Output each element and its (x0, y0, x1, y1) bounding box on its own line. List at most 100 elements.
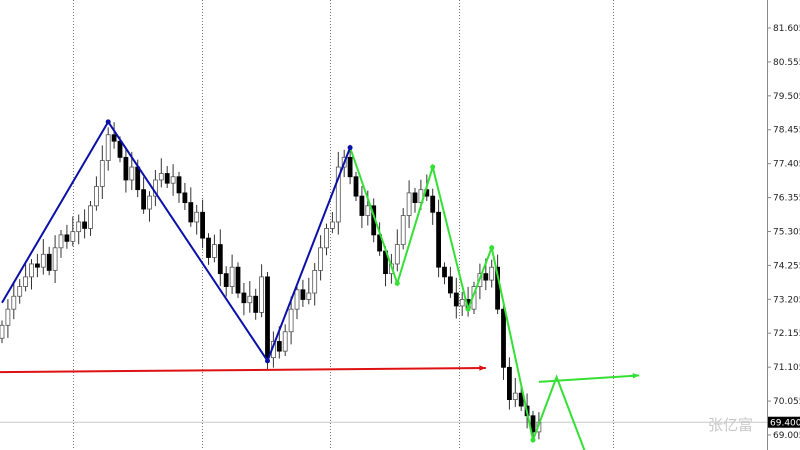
candle (512, 377, 518, 408)
candle (88, 200, 93, 236)
candle (70, 216, 76, 247)
candle (141, 177, 147, 214)
candle (223, 266, 229, 297)
candle (206, 233, 211, 265)
candle (194, 204, 200, 235)
tick-label: 77.405 (773, 160, 800, 170)
candle (312, 262, 318, 306)
tick-label: 74.255 (773, 261, 800, 271)
candle (76, 214, 82, 245)
tick-label: 72.155 (773, 329, 800, 339)
candle (46, 246, 52, 276)
red-arrow-line-arrowhead (479, 365, 486, 371)
zigzag-vertex (265, 358, 270, 364)
candles (0, 122, 542, 442)
candle (412, 188, 418, 213)
candle (123, 147, 129, 193)
candle (518, 385, 524, 411)
candle (353, 171, 359, 201)
tick-label: 75.305 (773, 227, 800, 237)
candle (99, 145, 105, 200)
tick-label: 71.105 (773, 363, 800, 373)
zigzag-vertex (347, 145, 353, 151)
watermark: 张亿富 (708, 416, 753, 434)
zigzag-vertex (465, 306, 471, 312)
annotation-lines (0, 119, 640, 450)
candle (300, 279, 306, 307)
candle (436, 199, 442, 278)
candle (288, 296, 294, 345)
green-arrow-line (538, 374, 640, 383)
candle (200, 199, 206, 249)
tick-label: 80.555 (773, 58, 800, 68)
candle (82, 209, 87, 239)
candle (64, 224, 70, 249)
candle (318, 235, 324, 281)
candle (217, 229, 223, 287)
tick-label: 79.505 (773, 92, 800, 102)
candle (459, 292, 465, 316)
candle (394, 229, 400, 272)
candle (247, 281, 253, 313)
candle (23, 264, 29, 292)
candle (253, 288, 259, 320)
grid-lines (73, 0, 614, 450)
blue-zigzag-line (1, 119, 352, 364)
zigzag-vertex (394, 280, 400, 286)
zigzag-vertex (489, 245, 495, 251)
candle (35, 253, 40, 278)
candle (447, 266, 453, 298)
candle (105, 127, 111, 171)
price-axis: 81.605 80.555 79.505 78.455 77.405 76.355 75.3… (767, 24, 800, 441)
candle (282, 324, 288, 357)
tick-label: 70.055 (773, 397, 800, 407)
candle (17, 279, 23, 304)
candle (147, 191, 152, 222)
candle (335, 151, 341, 235)
candle (188, 187, 194, 227)
candle (489, 259, 495, 288)
green-arrow-line-arrowhead (632, 373, 640, 379)
tick-label: 69.005 (773, 431, 800, 441)
tick-label: 81.605 (773, 24, 800, 34)
candle (259, 264, 265, 318)
tick-label: 76.355 (773, 194, 800, 204)
zigzag-vertex (105, 119, 111, 125)
candle (94, 176, 99, 211)
candle (29, 259, 34, 290)
candle (347, 144, 353, 185)
candle (453, 277, 459, 319)
candle (241, 283, 247, 316)
candle (235, 262, 241, 298)
candle (306, 277, 312, 305)
candle (430, 188, 436, 225)
zigzag-vertex (530, 437, 536, 443)
candle (400, 208, 406, 250)
candle (152, 169, 158, 207)
candle (182, 182, 188, 211)
candle (170, 164, 176, 196)
current-price-label: 69.400 (768, 416, 800, 429)
candle (265, 272, 270, 371)
candle (211, 234, 217, 263)
candle (324, 223, 329, 256)
candle (506, 357, 512, 410)
candle (501, 304, 506, 380)
candle (164, 166, 170, 189)
candle (329, 211, 335, 234)
candle (442, 262, 447, 285)
candle (158, 158, 164, 188)
candle (359, 186, 365, 229)
candle (58, 230, 64, 258)
candle (11, 281, 17, 320)
candle (176, 171, 182, 203)
tick-label: 73.205 (773, 295, 800, 305)
candle (229, 254, 235, 294)
red-arrow-line (0, 366, 486, 374)
svg-text:69.400: 69.400 (770, 419, 800, 429)
candle (40, 239, 46, 275)
tick-label: 78.455 (773, 126, 800, 136)
candle (294, 284, 300, 320)
candle (52, 235, 58, 284)
